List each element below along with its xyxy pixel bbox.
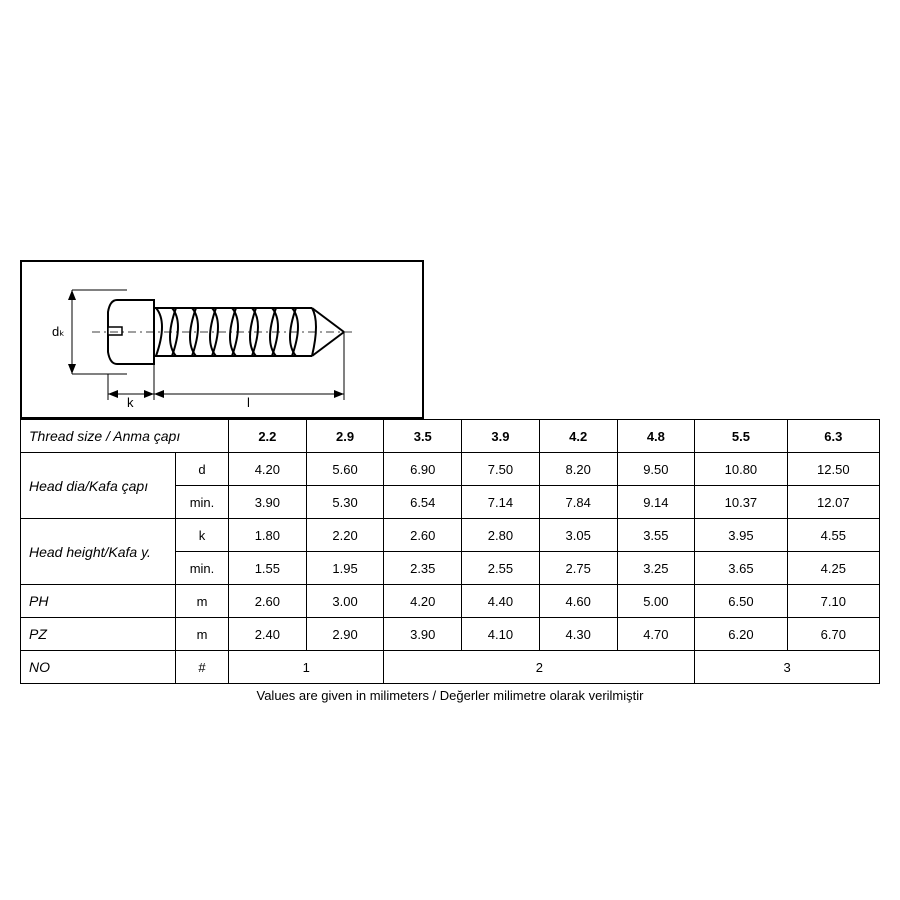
sym: k — [176, 519, 229, 552]
cell: 4.55 — [787, 519, 879, 552]
cell: 2.60 — [384, 519, 462, 552]
cell: 4.25 — [787, 552, 879, 585]
cell: 2.90 — [306, 618, 384, 651]
size-4: 4.2 — [539, 420, 617, 453]
row-head-height-k: Head height/Kafa y. k 1.80 2.20 2.60 2.8… — [21, 519, 880, 552]
cell: 3.65 — [695, 552, 787, 585]
cell: 2.20 — [306, 519, 384, 552]
cell: 3.55 — [617, 519, 695, 552]
cell: 3.25 — [617, 552, 695, 585]
sym: min. — [176, 552, 229, 585]
no-label: NO — [21, 651, 176, 684]
cell: 1.95 — [306, 552, 384, 585]
cell: 8.20 — [539, 453, 617, 486]
cell: 7.50 — [462, 453, 540, 486]
head-height-label: Head height/Kafa y. — [21, 519, 176, 585]
cell: 2.80 — [462, 519, 540, 552]
sym: m — [176, 618, 229, 651]
footnote: Values are given in milimeters / Değerle… — [20, 688, 880, 703]
cell: 3.00 — [306, 585, 384, 618]
ph-label: PH — [21, 585, 176, 618]
size-2: 3.5 — [384, 420, 462, 453]
head-dia-label: Head dia/Kafa çapı — [21, 453, 176, 519]
size-3: 3.9 — [462, 420, 540, 453]
cell: 9.50 — [617, 453, 695, 486]
cell: 1.55 — [229, 552, 307, 585]
cell: 2.35 — [384, 552, 462, 585]
no-group-2: 2 — [384, 651, 695, 684]
cell: 12.07 — [787, 486, 879, 519]
cell: 2.60 — [229, 585, 307, 618]
row-pz: PZ m 2.40 2.90 3.90 4.10 4.30 4.70 6.20 … — [21, 618, 880, 651]
size-6: 5.5 — [695, 420, 787, 453]
header-label: Thread size / Anma çapı — [21, 420, 229, 453]
cell: 7.10 — [787, 585, 879, 618]
dim-k-label: k — [127, 395, 134, 410]
cell: 6.20 — [695, 618, 787, 651]
dim-d-label: dₖ — [52, 324, 65, 339]
cell: 4.20 — [384, 585, 462, 618]
cell: 3.95 — [695, 519, 787, 552]
cell: 5.60 — [306, 453, 384, 486]
size-5: 4.8 — [617, 420, 695, 453]
cell: 4.60 — [539, 585, 617, 618]
cell: 4.70 — [617, 618, 695, 651]
cell: 3.05 — [539, 519, 617, 552]
row-no: NO # 1 2 3 — [21, 651, 880, 684]
cell: 2.55 — [462, 552, 540, 585]
sym: min. — [176, 486, 229, 519]
no-sym: # — [176, 651, 229, 684]
cell: 9.14 — [617, 486, 695, 519]
cell: 7.84 — [539, 486, 617, 519]
cell: 6.90 — [384, 453, 462, 486]
header-row: Thread size / Anma çapı 2.2 2.9 3.5 3.9 … — [21, 420, 880, 453]
cell: 12.50 — [787, 453, 879, 486]
cell: 4.40 — [462, 585, 540, 618]
cell: 3.90 — [229, 486, 307, 519]
sym: d — [176, 453, 229, 486]
cell: 5.30 — [306, 486, 384, 519]
row-ph: PH m 2.60 3.00 4.20 4.40 4.60 5.00 6.50 … — [21, 585, 880, 618]
cell: 10.80 — [695, 453, 787, 486]
cell: 4.20 — [229, 453, 307, 486]
cell: 4.30 — [539, 618, 617, 651]
size-1: 2.9 — [306, 420, 384, 453]
cell: 2.75 — [539, 552, 617, 585]
cell: 3.90 — [384, 618, 462, 651]
size-7: 6.3 — [787, 420, 879, 453]
cell: 6.70 — [787, 618, 879, 651]
cell: 6.54 — [384, 486, 462, 519]
no-group-3: 3 — [695, 651, 880, 684]
cell: 4.10 — [462, 618, 540, 651]
screw-diagram-svg: dₖ k l — [22, 262, 422, 417]
cell: 2.40 — [229, 618, 307, 651]
pz-label: PZ — [21, 618, 176, 651]
no-group-1: 1 — [229, 651, 384, 684]
dim-l-label: l — [247, 395, 250, 410]
cell: 7.14 — [462, 486, 540, 519]
cell: 10.37 — [695, 486, 787, 519]
spec-table: Thread size / Anma çapı 2.2 2.9 3.5 3.9 … — [20, 419, 880, 684]
sym: m — [176, 585, 229, 618]
cell: 1.80 — [229, 519, 307, 552]
cell: 5.00 — [617, 585, 695, 618]
size-0: 2.2 — [229, 420, 307, 453]
row-head-dia-d: Head dia/Kafa çapı d 4.20 5.60 6.90 7.50… — [21, 453, 880, 486]
screw-diagram: dₖ k l — [20, 260, 424, 419]
cell: 6.50 — [695, 585, 787, 618]
